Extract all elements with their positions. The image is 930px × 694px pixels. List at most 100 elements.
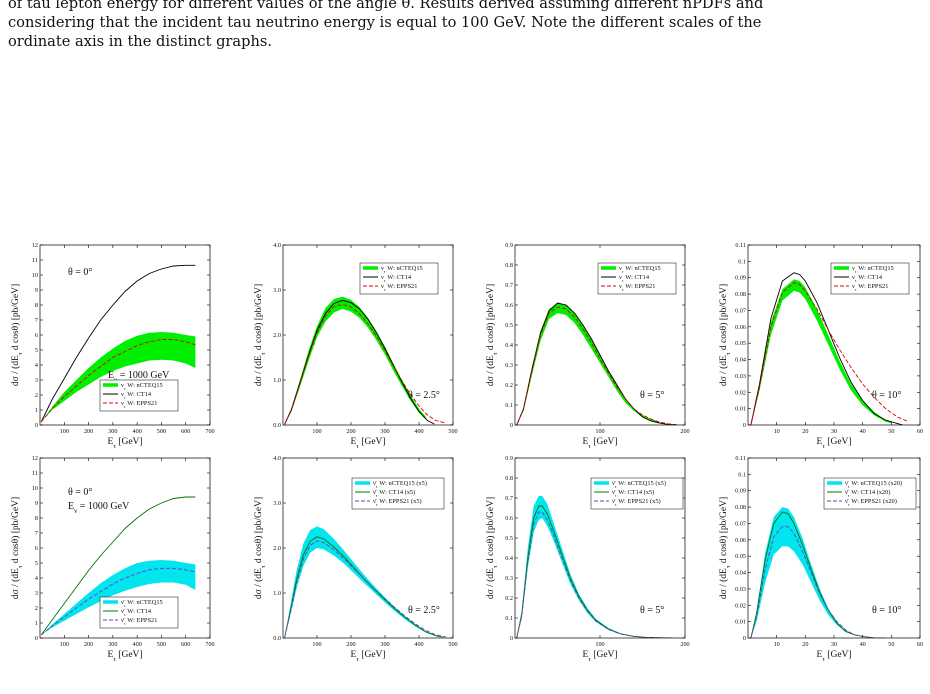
legend-label: ν̄τ W: CT14 (x5) bbox=[373, 489, 415, 498]
series-line-2 bbox=[750, 526, 886, 638]
legend-entry: ντ W: CT14 bbox=[103, 391, 152, 400]
y-tick-label: 3.0 bbox=[273, 500, 281, 507]
legend-label: ντ W: CT14 bbox=[619, 274, 650, 283]
figure-caption: of tau lepton energy for different value… bbox=[8, 0, 922, 84]
x-tick-label: 10 bbox=[774, 641, 780, 648]
y-tick-label: 1.0 bbox=[273, 377, 281, 384]
chart-panel-p23: 0 0.1 0.2 0.3 0.4 0.5 0.6 0.7 0.8 0.9 100 200 Eτ [Ge… bbox=[485, 455, 690, 663]
chart-panel-p22: 0.0 1.0 2.0 3.0 4.0 100 200 300 400 500 Eτ [GeV] dσ… bbox=[253, 455, 458, 663]
legend-label: ν̄τ W: CT14 (x5) bbox=[612, 489, 654, 498]
x-tick-label: 20 bbox=[802, 428, 808, 435]
legend-label: ν̄τ W: nCTEQ15 (x20) bbox=[845, 480, 902, 489]
angle-annotation: θ = 5° bbox=[640, 390, 664, 401]
y-tick-label: 5 bbox=[35, 347, 38, 354]
y-tick-label: 0.5 bbox=[505, 535, 513, 542]
x-axis-label: Eτ [GeV] bbox=[350, 650, 385, 663]
legend-label: ντ W: nCTEQ15 bbox=[381, 265, 423, 274]
angle-annotation: θ = 0° bbox=[68, 267, 92, 278]
y-tick-label: 1 bbox=[35, 620, 38, 627]
y-tick-label: 8 bbox=[35, 302, 38, 309]
x-axis-label: Eτ [GeV] bbox=[816, 437, 851, 450]
y-axis-label: dσ / (dEτ d cosθ) [pb/GeV] bbox=[485, 284, 499, 386]
angle-annotation: θ = 2.5° bbox=[408, 390, 440, 401]
series-line-2 bbox=[284, 303, 447, 425]
y-tick-label: 0.06 bbox=[735, 537, 746, 544]
legend-entry: ν̄τ W: EPPS21 (x5) bbox=[594, 498, 661, 507]
y-tick-label: 11 bbox=[32, 470, 38, 477]
x-tick-label: 400 bbox=[414, 641, 423, 648]
x-tick-label: 500 bbox=[448, 641, 457, 648]
uncertainty-band bbox=[41, 332, 196, 422]
chart-panel-p13: 0 0.1 0.2 0.3 0.4 0.5 0.6 0.7 0.8 0.9 100 200 Eτ [Ge… bbox=[485, 242, 690, 450]
x-axis-label: Eτ [GeV] bbox=[816, 650, 851, 663]
y-tick-label: 3 bbox=[35, 590, 38, 597]
y-tick-label: 0.0 bbox=[273, 635, 281, 642]
y-tick-label: 10 bbox=[32, 272, 38, 279]
chart-panel-p12: 0.0 1.0 2.0 3.0 4.0 100 200 300 400 500 Eτ [GeV] dσ… bbox=[253, 242, 458, 450]
x-tick-label: 60 bbox=[917, 428, 923, 435]
y-axis-label: dσ / (dEτ d cosθ) [pb/GeV] bbox=[718, 497, 732, 599]
legend-label: ντ W: CT14 bbox=[381, 274, 412, 283]
legend-entry: ντ W: nCTEQ15 bbox=[363, 265, 423, 274]
y-tick-label: 0.08 bbox=[735, 504, 746, 511]
x-tick-label: 60 bbox=[917, 641, 923, 648]
legend-entry: ν̄τ W: CT14 (x20) bbox=[827, 489, 890, 498]
y-tick-label: 0.09 bbox=[735, 488, 746, 495]
x-tick-label: 200 bbox=[346, 641, 355, 648]
y-tick-label: 0.7 bbox=[505, 495, 513, 502]
x-tick-label: 300 bbox=[108, 641, 117, 648]
legend: ν̄τ W: nCTEQ15 (x5)ν̄τ W: CT14 (x5)ν̄τ W… bbox=[590, 477, 684, 510]
legend-entry: ν̄τ W: CT14 (x5) bbox=[355, 489, 415, 498]
legend-label: ντ W: EPPS21 bbox=[619, 283, 655, 292]
legend: ν̄τ W: nCTEQ15 (x20)ν̄τ W: CT14 (x20)ν̄τ… bbox=[823, 477, 917, 510]
y-tick-label: 3.0 bbox=[273, 287, 281, 294]
series-line-2 bbox=[40, 339, 196, 423]
legend-entry: ν̄τ W: EPPS21 (x20) bbox=[827, 498, 897, 507]
x-tick-label: 500 bbox=[448, 428, 457, 435]
series-line-1 bbox=[516, 505, 673, 638]
x-tick-label: 600 bbox=[181, 641, 190, 648]
legend-label: ντ W: EPPS21 bbox=[121, 400, 157, 409]
y-tick-label: 6 bbox=[35, 332, 38, 339]
x-tick-label: 700 bbox=[205, 428, 214, 435]
y-tick-label: 4.0 bbox=[273, 455, 281, 462]
chart-panel-p14: 0 0.01 0.02 0.03 0.04 0.05 0.06 0.07 0.08 0.09 0.1… bbox=[718, 242, 923, 450]
y-tick-label: 0.03 bbox=[735, 373, 746, 380]
y-tick-label: 0 bbox=[743, 422, 746, 429]
legend-label: ν̄τ W: CT14 bbox=[121, 608, 152, 617]
legend-label: ντ W: nCTEQ15 bbox=[852, 265, 894, 274]
y-tick-label: 0.08 bbox=[735, 291, 746, 298]
y-tick-label: 0.01 bbox=[735, 619, 746, 626]
y-tick-label: 11 bbox=[32, 257, 38, 264]
y-tick-label: 0 bbox=[510, 635, 513, 642]
angle-annotation: θ = 0° bbox=[68, 487, 92, 498]
legend-label: ντ W: nCTEQ15 bbox=[121, 382, 163, 391]
x-tick-label: 40 bbox=[860, 641, 866, 648]
angle-annotation: θ = 10° bbox=[872, 605, 901, 616]
legend-entry: ντ W: EPPS21 bbox=[834, 283, 888, 292]
legend-entry: ν̄τ W: CT14 bbox=[103, 608, 152, 617]
y-tick-label: 0.0 bbox=[273, 422, 281, 429]
y-tick-label: 0.9 bbox=[505, 455, 513, 462]
uncertainty-band bbox=[284, 526, 443, 638]
x-tick-label: 20 bbox=[802, 641, 808, 648]
y-tick-label: 12 bbox=[32, 455, 38, 462]
x-tick-label: 50 bbox=[888, 641, 894, 648]
y-tick-label: 0.1 bbox=[505, 402, 513, 409]
x-tick-label: 100 bbox=[312, 428, 321, 435]
legend-entry: ντ W: CT14 bbox=[363, 274, 412, 283]
legend-label: ν̄τ W: EPPS21 (x5) bbox=[612, 498, 661, 507]
angle-annotation: θ = 10° bbox=[872, 390, 901, 401]
x-tick-label: 50 bbox=[888, 428, 894, 435]
y-tick-label: 0.03 bbox=[735, 586, 746, 593]
y-tick-label: 0.1 bbox=[738, 471, 746, 478]
y-tick-label: 12 bbox=[32, 242, 38, 249]
x-tick-label: 200 bbox=[346, 428, 355, 435]
y-tick-label: 0.05 bbox=[735, 553, 746, 560]
y-tick-label: 10 bbox=[32, 485, 38, 492]
x-tick-label: 40 bbox=[860, 428, 866, 435]
series-line-2 bbox=[284, 540, 447, 638]
